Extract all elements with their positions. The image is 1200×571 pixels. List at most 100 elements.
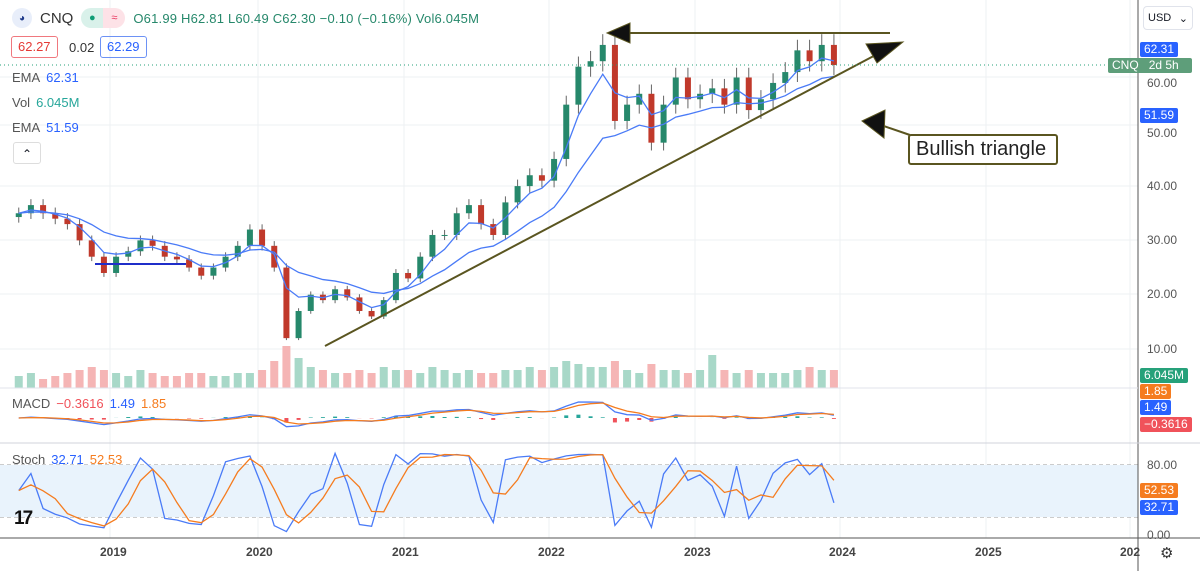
dot-icon: ●: [81, 8, 104, 28]
candle-body: [234, 245, 241, 257]
candle-body: [465, 205, 472, 214]
volume-bar: [258, 370, 267, 388]
year-tick: 2019: [100, 545, 127, 559]
sell-button[interactable]: 62.27: [11, 36, 58, 58]
volume-bar: [185, 373, 194, 388]
macd-histogram-bar: [722, 418, 727, 419]
ema-legend[interactable]: EMA 62.31: [12, 70, 79, 85]
ema-legend[interactable]: EMA 51.59: [12, 120, 79, 135]
annotation-label[interactable]: Bullish triangle: [908, 134, 1058, 165]
volume-bars: [14, 346, 838, 388]
candle-body: [88, 240, 95, 257]
volume-bar: [391, 370, 400, 388]
stoch-legend[interactable]: Stoch 32.71 52.53: [12, 452, 122, 467]
volume-bar: [124, 376, 133, 388]
candle-body: [599, 44, 606, 62]
macd-histogram-bar: [333, 416, 338, 418]
currency-value: USD: [1148, 12, 1172, 24]
candle-body: [575, 66, 582, 105]
currency-select[interactable]: USD ⌄: [1143, 6, 1193, 30]
volume-bar: [452, 373, 461, 388]
volume-bar: [793, 370, 802, 388]
macd-histogram-bar: [284, 418, 289, 423]
macd-histogram-bar: [430, 416, 435, 418]
volume-bar: [550, 367, 559, 388]
collapse-legend-button[interactable]: ⌃: [13, 142, 41, 164]
trendline[interactable]: [324, 49, 886, 347]
candle-body: [368, 310, 375, 317]
volume-bar: [148, 373, 157, 388]
macd-histogram-bar: [320, 417, 325, 418]
tradingview-logo[interactable]: 17: [14, 508, 33, 529]
volume-bar: [671, 370, 680, 388]
candle-body: [344, 289, 351, 298]
symbol-name[interactable]: CNQ: [40, 9, 74, 27]
legend-label: Stoch: [12, 452, 46, 467]
macd-histogram-bar: [454, 416, 459, 418]
volume-bar: [245, 373, 254, 388]
macd-histogram-bar: [527, 417, 532, 418]
volume-bar: [14, 376, 23, 388]
ema-fast-line: [18, 57, 835, 309]
macd-histogram-bar: [345, 417, 350, 418]
macd-histogram-bar: [600, 417, 605, 418]
legend-value: 62.31: [46, 70, 79, 85]
price-tick: 50.00: [1147, 126, 1178, 140]
symbol-header: ◕ CNQ ● ≈ O61.99 H62.81 L60.49 C62.30 −0.…: [12, 8, 479, 28]
volume-bar: [525, 367, 534, 388]
candle-body: [624, 104, 631, 121]
candle-body: [502, 202, 509, 235]
macd-histogram-bar: [625, 418, 630, 422]
volume-bar: [136, 370, 145, 388]
drawings[interactable]: [95, 22, 911, 347]
price-tick: 10.00: [1147, 342, 1178, 356]
ema-slow-line: [18, 75, 835, 295]
chevron-down-icon: ⌄: [1178, 13, 1188, 25]
volume-bar: [574, 364, 583, 388]
volume-legend[interactable]: Vol 6.045M: [12, 95, 79, 110]
ohlc-values: O61.99 H62.81 L60.49 C62.30 −0.10 (−0.16…: [133, 11, 479, 26]
macd-histogram-bar: [442, 416, 447, 418]
macd-histogram-bar: [783, 416, 788, 418]
macd-legend[interactable]: MACD −0.3616 1.49 1.85: [12, 396, 166, 411]
volume-bar: [39, 379, 48, 388]
volume-bar: [537, 370, 546, 388]
buy-button[interactable]: 62.29: [100, 36, 147, 58]
volume-bar: [160, 376, 169, 388]
volume-bar: [87, 367, 96, 388]
candle-body: [672, 77, 679, 105]
candle-body: [611, 44, 618, 121]
candle-body: [770, 82, 777, 100]
candle-body: [453, 213, 460, 235]
volume-bar: [805, 367, 814, 388]
volume-bar: [781, 373, 790, 388]
candle-body: [721, 88, 728, 105]
volume-bar: [172, 376, 181, 388]
candle-body: [173, 256, 180, 260]
candle-body: [429, 234, 436, 257]
macd-histogram-bar: [588, 416, 593, 418]
macd-hist-badge: −0.3616: [1140, 417, 1192, 432]
ema-price-badge: 51.59: [1140, 108, 1179, 123]
candle-body: [40, 205, 47, 214]
status-pill[interactable]: ● ≈: [81, 8, 126, 28]
volume-bar: [112, 373, 121, 388]
badge-symbol: CNQ: [1112, 58, 1139, 72]
year-tick: 2024: [829, 545, 856, 559]
year-tick: 2025: [975, 545, 1002, 559]
arrow-left-icon: [861, 109, 886, 139]
candle-body: [636, 93, 643, 105]
volume-bar: [732, 373, 741, 388]
legend-value: 32.71: [51, 452, 84, 467]
candle-body: [563, 104, 570, 159]
year-tick: 2022: [538, 545, 565, 559]
candle-body: [210, 267, 217, 276]
settings-gear-icon[interactable]: ⚙: [1160, 545, 1174, 562]
candle-body: [149, 240, 156, 246]
legend-value: −0.3616: [56, 396, 104, 411]
volume-bar: [270, 361, 279, 388]
change-value: −0.10 (−0.16%): [319, 10, 413, 26]
candle-body: [587, 61, 594, 67]
stoch-d-badge: 52.53: [1140, 483, 1179, 498]
